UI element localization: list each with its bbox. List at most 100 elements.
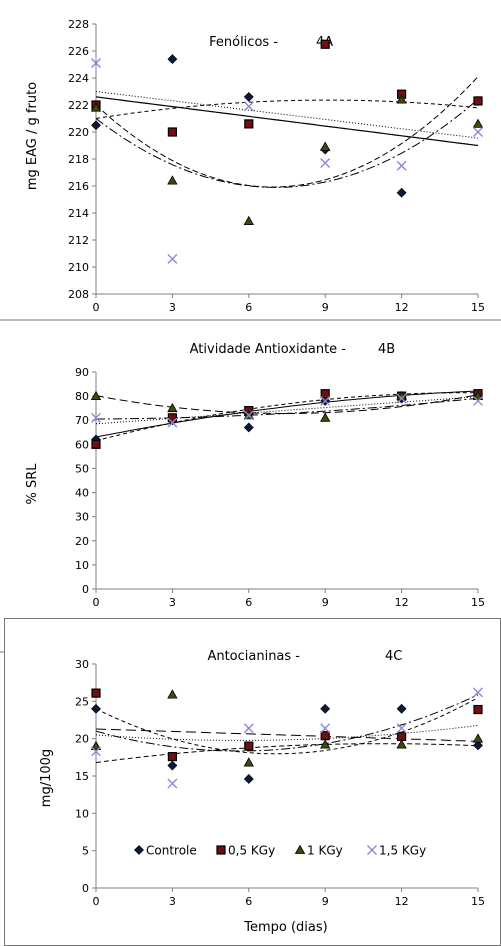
y-tick-label: 10: [75, 559, 89, 572]
trendline: [95, 724, 479, 741]
data-point: [320, 395, 331, 406]
y-tick-label: 15: [75, 770, 89, 783]
data-point: [167, 127, 177, 137]
data-point: [396, 739, 407, 749]
trendline: [95, 392, 479, 442]
x-tick-label: 9: [322, 301, 329, 314]
x-tick-label: 0: [93, 895, 100, 908]
data-point: [320, 39, 330, 49]
x-tick-label: 15: [471, 301, 485, 314]
trendline: [95, 91, 479, 139]
data-point: [472, 733, 484, 743]
data-point: [396, 703, 407, 714]
x-tick-label: 6: [245, 596, 252, 609]
x-tick-label: 3: [169, 301, 176, 314]
data-point: [91, 58, 101, 69]
data-point: [167, 760, 178, 771]
y-axis-label: % SRL: [25, 463, 40, 505]
x-tick-label: 3: [169, 596, 176, 609]
data-point: [472, 118, 484, 128]
data-point: [243, 215, 254, 226]
data-point: [473, 127, 483, 137]
y-tick-label: 218: [68, 153, 89, 166]
trendline: [95, 390, 479, 438]
data-point: [244, 741, 254, 751]
y-axis-label: mg/100g: [39, 749, 54, 807]
data-point: [320, 739, 331, 749]
trendline: [95, 396, 479, 425]
data-point: [473, 687, 483, 698]
y-tick-label: 208: [68, 288, 89, 301]
y-tick-label: 30: [75, 511, 89, 524]
y-tick-label: 0: [82, 583, 89, 596]
data-point: [167, 751, 177, 762]
legend-label: 1,5 KGy: [379, 844, 426, 858]
data-point: [243, 410, 254, 421]
data-point: [243, 91, 254, 102]
data-point: [91, 412, 101, 423]
data-point: [243, 422, 254, 433]
x-tick-label: 6: [245, 301, 252, 314]
data-point: [243, 101, 254, 112]
x-tick-label: 12: [395, 301, 409, 314]
data-point: [91, 688, 101, 698]
data-point: [243, 757, 254, 767]
chart-legend: Controle 0,5 KGy 1 KGy 1,5 KGy: [134, 844, 426, 858]
data-point: [396, 393, 407, 404]
trendline: [95, 99, 479, 119]
chart-title: Fenólicos -: [209, 35, 278, 50]
y-tick-label: 50: [75, 462, 89, 475]
trendline: [96, 397, 479, 420]
data-point: [473, 740, 483, 751]
x-tick-label: 15: [471, 596, 485, 609]
chart-title: Atividade Antioxidante -: [190, 342, 347, 357]
y-tick-label: 216: [68, 180, 89, 193]
data-point: [167, 778, 178, 789]
x-axis-label: Tempo (dias): [243, 920, 327, 935]
x-tick-label: 0: [93, 596, 100, 609]
x-tick-label: 0: [93, 301, 100, 314]
y-tick-label: 5: [82, 845, 89, 858]
data-point: [320, 412, 331, 422]
data-point: [396, 160, 407, 171]
data-point: [167, 417, 178, 428]
trendline: [95, 743, 479, 764]
data-point: [396, 723, 407, 734]
x-tick-label: 3: [169, 895, 176, 908]
y-tick-label: 222: [68, 99, 89, 112]
legend-marker: [216, 845, 226, 855]
plot-area: 0 5 10 15 20 25 30 0 3 6 9 12 15: [75, 658, 485, 908]
trendline: [95, 98, 479, 188]
data-point: [243, 723, 254, 734]
data-point: [473, 395, 483, 406]
panel-label: 4B: [378, 342, 395, 357]
legend-label: 0,5 KGy: [228, 844, 275, 858]
y-tick-label: 80: [75, 390, 89, 403]
y-tick-label: 20: [75, 733, 89, 746]
data-point: [167, 175, 178, 185]
y-tick-label: 0: [82, 882, 89, 895]
data-point: [320, 731, 330, 741]
data-point: [397, 731, 407, 742]
legend-marker: [367, 845, 377, 855]
legend-label: Controle: [146, 844, 197, 858]
data-point: [320, 158, 331, 169]
y-tick-label: 25: [75, 695, 89, 708]
data-point: [167, 253, 178, 264]
y-tick-label: 214: [68, 207, 89, 220]
plot-area: 0 10 20 30 40 50 60 70 80 90 0 3 6 9 12 15: [75, 366, 485, 609]
data-point: [244, 119, 254, 129]
x-tick-label: 9: [322, 596, 329, 609]
plot-area: 208 210 212 214 216 218 220 222 224 226 228 0 3 6 9 12 1…: [68, 18, 485, 314]
data-point: [167, 54, 178, 65]
data-point: [91, 439, 101, 449]
data-point: [167, 689, 178, 699]
data-point: [90, 390, 102, 401]
chart-panel-4b: Atividade Antioxidante - 4B % SRL 0 10 20 3…: [25, 342, 485, 609]
y-tick-label: 10: [75, 807, 89, 820]
panel-label: 4C: [385, 649, 402, 664]
y-tick-label: 210: [68, 261, 89, 274]
trendline: [95, 728, 479, 742]
y-tick-label: 226: [68, 45, 89, 58]
